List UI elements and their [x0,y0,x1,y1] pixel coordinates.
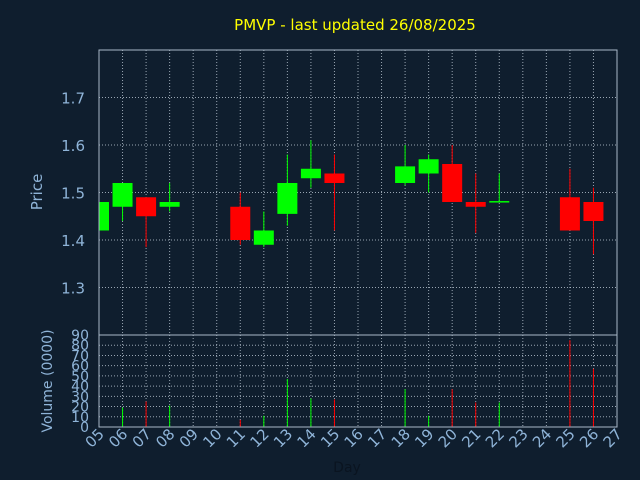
price-grid [99,50,617,335]
volume-tick-label: 40 [71,379,89,395]
candle-body [418,159,439,174]
candle-body [324,173,345,183]
volume-bars [122,340,594,427]
x-axis-label: Day [333,460,361,476]
candle [159,183,180,212]
candle-body [559,197,580,231]
volume-panel-frame [98,334,618,428]
x-tick-label: 11 [223,425,249,451]
candle [136,197,157,248]
candle [489,173,510,203]
candle-body [489,201,510,203]
x-tick-label: 18 [388,425,414,451]
volume-tick-label: 70 [71,348,89,364]
x-tick-label: 17 [364,425,390,451]
candle-body [159,202,180,207]
volume-tick-label: 0 [80,420,89,436]
candle [112,183,133,221]
x-tick-label: 24 [529,425,555,451]
candle-body [300,168,321,179]
chart-title: PMVP - last updated 26/08/2025 [234,16,476,34]
x-tick-label: 23 [505,425,531,451]
candle [418,154,439,193]
candle [465,173,486,233]
x-tick-label: 20 [435,425,461,451]
x-tick-label: 27 [600,425,626,451]
volume-tick-label: 50 [71,369,89,385]
price-axis-label: Price [28,174,46,211]
x-tick-label: 25 [553,425,579,451]
volume-tick-label: 60 [71,359,89,375]
x-tick-label: 15 [317,425,343,451]
candle [300,140,321,188]
candle [324,154,345,231]
x-tick-label: 19 [411,425,437,451]
candle [559,168,580,231]
price-tick-label: 1.5 [61,185,85,203]
x-tick-label: 12 [246,425,272,451]
x-tick-label: 10 [199,425,225,451]
candle [277,154,298,226]
volume-axis-label: Volume (0000) [40,329,56,432]
price-candles [98,140,604,255]
candle-body [99,202,109,231]
x-tick-label: 22 [482,425,508,451]
candle [230,192,251,245]
candle-body [136,197,157,217]
price-tick-label: 1.7 [61,90,85,108]
candle [395,145,416,186]
candle-body [465,202,486,207]
candle-body [230,206,251,240]
x-tick-label: 08 [152,425,178,451]
price-tick-label: 1.3 [61,280,85,298]
plot-frames [98,49,618,428]
volume-tick-label: 30 [71,389,89,405]
volume-grid [99,335,617,427]
price-tick-label: 1.4 [61,232,85,250]
volume-tick-label: 80 [71,338,89,354]
x-tick-label: 13 [270,425,296,451]
volume-tick-label: 20 [71,400,89,416]
volume-tick-label: 90 [71,328,89,344]
candle-body [583,202,604,221]
x-tick-label: 09 [176,425,202,451]
price-tick-label: 1.6 [61,137,85,155]
x-tick-label: 14 [294,425,320,451]
candle [442,145,463,202]
candle-body [112,183,133,207]
candle-body [395,166,416,183]
candle-body [253,230,274,245]
candle-body [442,164,463,202]
volume-tick-label: 10 [71,410,89,426]
x-tick-label: 07 [129,425,155,451]
x-tick-label: 21 [458,425,484,451]
candle [253,211,274,248]
candle [98,202,109,231]
x-tick-label: 06 [105,425,131,451]
x-tick-label: 16 [341,425,367,451]
x-tick-label: 26 [576,425,602,451]
candle [583,187,604,255]
candle-body [277,183,298,214]
